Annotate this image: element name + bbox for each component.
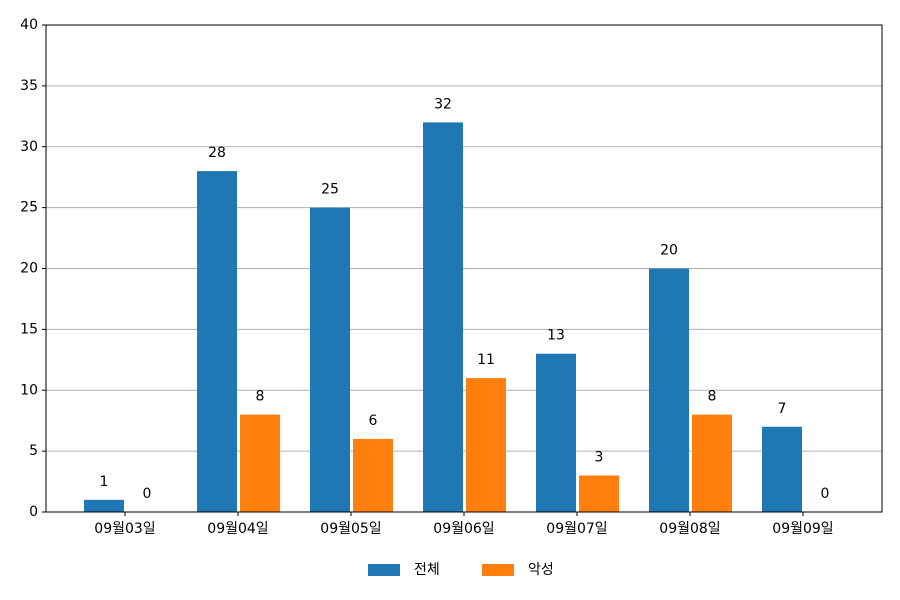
x-tick-label: 09월08일 [659, 521, 720, 537]
data-label: 28 [208, 145, 226, 161]
bar [310, 207, 350, 512]
bar [240, 414, 280, 512]
data-label: 6 [369, 413, 378, 429]
y-tick-label: 10 [20, 382, 38, 398]
bar [579, 475, 619, 512]
y-tick-label: 25 [20, 200, 38, 216]
x-tick-label: 09월09일 [772, 521, 833, 537]
legend-swatch [368, 564, 400, 576]
y-tick-label: 15 [20, 321, 38, 337]
y-tick-label: 20 [20, 261, 38, 277]
legend-label: 전체 [414, 562, 440, 578]
data-label: 20 [660, 243, 678, 259]
data-label: 11 [477, 352, 495, 368]
data-label: 8 [256, 389, 265, 405]
x-tick-label: 09월06일 [433, 521, 494, 537]
data-label: 1 [100, 474, 109, 490]
bar [762, 426, 802, 512]
bar [84, 499, 124, 512]
data-label: 0 [143, 486, 152, 502]
x-tick-label: 09월04일 [207, 521, 268, 537]
plot-frame [45, 24, 883, 513]
y-tick-label: 0 [29, 504, 38, 520]
bar [353, 438, 393, 512]
bar [423, 122, 463, 513]
data-label: 25 [321, 182, 339, 198]
bar [466, 378, 506, 512]
y-tick-label: 35 [20, 78, 38, 94]
data-label: 8 [708, 389, 717, 405]
x-tick-label: 09월05일 [320, 521, 381, 537]
bar [649, 268, 689, 512]
bar [692, 414, 732, 512]
data-label: 32 [434, 96, 452, 112]
x-tick-label: 09월03일 [94, 521, 155, 537]
data-label: 7 [778, 401, 787, 417]
bar [197, 171, 237, 512]
bar [536, 353, 576, 512]
data-label: 0 [821, 486, 830, 502]
data-label: 3 [595, 449, 604, 465]
y-tick-label: 30 [20, 139, 38, 155]
legend-swatch [482, 564, 514, 576]
x-tick-label: 09월07일 [546, 521, 607, 537]
data-label: 13 [547, 328, 565, 344]
legend-label: 악성 [528, 562, 554, 578]
y-tick-label: 40 [20, 17, 38, 33]
y-tick-label: 5 [29, 443, 38, 459]
